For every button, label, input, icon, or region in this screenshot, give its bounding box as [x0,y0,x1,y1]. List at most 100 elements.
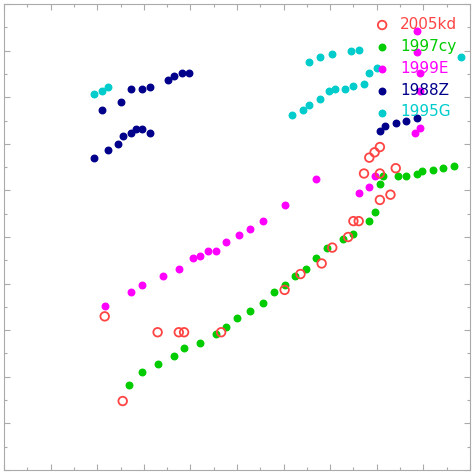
Point [91,154,98,162]
Point [178,69,186,77]
Point [164,77,172,84]
Point [328,50,336,58]
Point [402,172,410,179]
Point [180,344,188,352]
Point [411,129,419,137]
Point [119,397,127,405]
Point [316,53,323,61]
Point [223,238,230,246]
Point [371,172,378,179]
Point [170,73,177,80]
Point [341,85,349,92]
Point [373,64,381,72]
Point [376,128,383,135]
Point [98,87,105,95]
Point [347,47,355,55]
Point [325,87,333,95]
Point [175,328,182,336]
Point [128,129,135,137]
Point [218,328,225,336]
Point [119,133,127,140]
Point [379,172,387,179]
Point [355,189,363,196]
Point [270,288,278,296]
Point [416,69,424,77]
Point [332,85,339,92]
Point [125,382,133,389]
Point [344,233,352,241]
Point [305,101,313,109]
Point [416,124,424,132]
Point [387,191,394,199]
Point [146,129,154,137]
Point [382,122,389,130]
Point [104,146,112,154]
Point [312,255,320,262]
Point [365,69,373,77]
Point [98,106,105,114]
Point [413,115,421,122]
Point [376,180,383,188]
Point [371,148,378,156]
Point [146,83,154,91]
Point [365,183,373,191]
Point [104,83,112,91]
Point [350,230,357,237]
Point [101,302,109,310]
Point [101,312,109,320]
Point [297,270,304,278]
Point [138,369,146,376]
Point [246,225,254,232]
Point [439,164,447,172]
Point [292,273,299,280]
Point [419,168,426,175]
Point [186,69,193,77]
Point [392,164,400,172]
Point [212,330,219,338]
Point [170,352,177,359]
Point [154,328,162,336]
Point [159,273,167,280]
Point [450,162,458,170]
Point [281,201,288,209]
Point [180,328,188,336]
Point [416,87,424,95]
Point [233,315,241,322]
Point [223,323,230,331]
Point [128,288,135,296]
Point [305,59,313,66]
Point [235,231,243,239]
Point [133,125,140,133]
Point [371,208,378,215]
Point [413,48,421,55]
Point [205,247,212,255]
Point [138,281,146,288]
Point [318,260,326,267]
Point [339,235,346,243]
Point [302,265,310,273]
Point [376,143,383,151]
Point [115,140,122,148]
Point [376,170,383,177]
Point [138,85,146,92]
Point [323,244,331,251]
Point [288,111,296,119]
Point [376,196,383,204]
Point [350,218,357,225]
Point [260,299,267,306]
Point [360,80,368,87]
Point [281,281,288,288]
Point [316,96,323,103]
Point [413,170,421,177]
Point [350,82,357,90]
Point [355,46,363,54]
Point [196,252,204,260]
Point [117,98,124,105]
Point [392,119,400,127]
Point [402,117,410,124]
Point [175,265,182,273]
Point [260,218,267,225]
Point [128,85,135,92]
Point [365,154,373,162]
Point [413,27,421,35]
